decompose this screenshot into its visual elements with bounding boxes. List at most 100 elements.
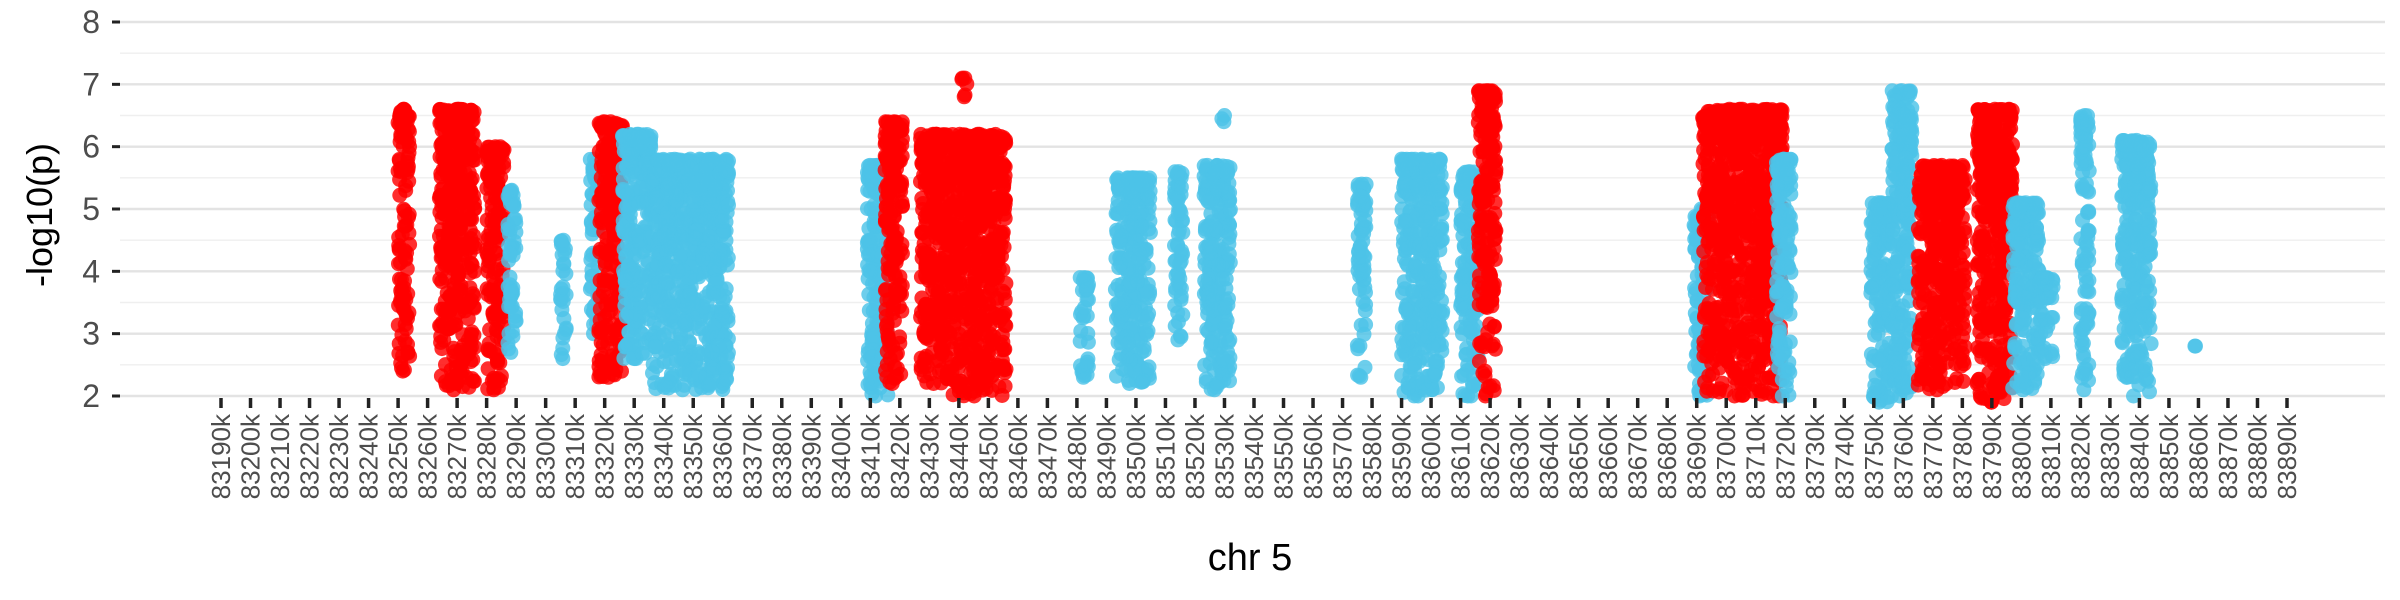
data-point-blue: [555, 279, 571, 295]
data-point-blue: [508, 305, 524, 321]
data-point-blue: [688, 381, 704, 397]
data-point-red: [1477, 85, 1493, 101]
data-point-blue: [1215, 350, 1231, 366]
data-point-blue: [649, 188, 665, 203]
data-point-blue: [501, 326, 517, 342]
data-point-red: [435, 301, 451, 317]
data-point-blue: [668, 193, 684, 209]
data-point-blue: [707, 179, 723, 195]
data-point-red: [1473, 335, 1489, 351]
data-point-blue: [706, 362, 722, 378]
data-point-blue: [661, 157, 677, 173]
data-point-red: [967, 210, 983, 226]
data-point-red: [879, 344, 895, 360]
data-point-red: [398, 251, 414, 267]
data-point-red: [947, 217, 963, 233]
data-point-red: [396, 218, 412, 234]
data-point-blue: [1110, 170, 1126, 186]
data-point-blue: [555, 330, 571, 346]
data-point-blue: [1197, 273, 1213, 289]
data-point-blue: [584, 262, 600, 278]
data-point-red: [400, 345, 416, 361]
data-point-red: [453, 356, 469, 372]
data-point-red: [396, 362, 412, 378]
data-point-blue: [1355, 264, 1371, 280]
data-point-red: [888, 143, 903, 158]
data-point-blue: [1426, 318, 1442, 333]
data-point-red: [595, 369, 611, 385]
data-point-blue: [1458, 347, 1474, 363]
data-point-red: [1486, 241, 1502, 257]
data-point-red: [393, 127, 409, 143]
data-point-blue: [1198, 173, 1214, 189]
data-point-blue: [662, 341, 678, 357]
data-point-red: [487, 264, 502, 280]
data-point-red: [1482, 378, 1498, 394]
data-point-blue: [1426, 303, 1442, 318]
data-point-red: [916, 368, 932, 384]
data-point-blue: [1222, 202, 1238, 218]
data-point-red: [397, 317, 413, 332]
data-point-blue: [656, 354, 672, 370]
data-point-blue: [1112, 232, 1128, 248]
data-point-blue: [554, 247, 570, 263]
data-point-red: [446, 143, 462, 159]
data-point-blue: [1355, 294, 1371, 310]
data-point-red: [886, 297, 902, 313]
data-point-red: [954, 70, 970, 86]
data-point-red: [968, 333, 984, 349]
data-point-blue: [1135, 373, 1151, 389]
data-point-blue: [695, 251, 711, 267]
data-point-blue: [657, 256, 673, 272]
data-point-red: [993, 172, 1009, 188]
data-point-blue: [1411, 183, 1427, 199]
data-point-blue: [661, 177, 677, 193]
data-point-red: [614, 363, 629, 379]
data-point-blue: [1139, 309, 1155, 325]
data-point-red: [402, 237, 418, 252]
data-point-red: [1471, 353, 1487, 369]
data-point-red: [880, 328, 896, 344]
data-point-red: [448, 317, 464, 333]
data-point-red: [958, 283, 974, 299]
data-point-blue: [647, 339, 663, 355]
data-point-blue: [650, 152, 666, 168]
data-point-blue: [719, 349, 735, 365]
data-point-red: [927, 221, 943, 237]
data-point-blue: [1170, 238, 1186, 254]
data-point-red: [445, 121, 461, 136]
data-point-blue: [661, 373, 677, 389]
data-point-red: [393, 272, 409, 287]
data-point-blue: [1206, 302, 1222, 318]
data-point-blue: [1421, 236, 1437, 252]
data-point-red: [595, 184, 610, 200]
data-point-blue: [1079, 281, 1095, 297]
data-point-blue: [683, 159, 699, 175]
data-point-blue: [621, 153, 637, 169]
data-point-blue: [624, 336, 639, 352]
data-point-red: [597, 253, 613, 269]
data-point-blue: [864, 331, 880, 347]
data-points: [390, 70, 2203, 410]
data-point-red: [953, 201, 969, 217]
data-point-blue: [1424, 162, 1440, 178]
data-point-red: [893, 366, 909, 382]
data-point-blue: [1423, 210, 1439, 226]
data-point-blue: [1416, 375, 1432, 391]
data-point-blue: [658, 210, 674, 226]
data-point-blue: [508, 224, 524, 240]
data-point-red: [924, 147, 939, 163]
data-point-blue: [714, 213, 730, 229]
data-point-red: [603, 205, 619, 221]
data-point-red: [977, 184, 992, 200]
data-point-blue: [1111, 260, 1127, 276]
data-point-blue: [1133, 218, 1149, 234]
data-point-red: [442, 220, 458, 236]
data-point-blue: [627, 287, 643, 303]
data-point-red: [878, 181, 894, 197]
data-point-blue: [1120, 336, 1136, 352]
data-point-red: [1483, 142, 1499, 158]
data-point-blue: [1207, 220, 1223, 236]
data-point-blue: [702, 229, 718, 245]
data-point-red: [953, 342, 969, 358]
